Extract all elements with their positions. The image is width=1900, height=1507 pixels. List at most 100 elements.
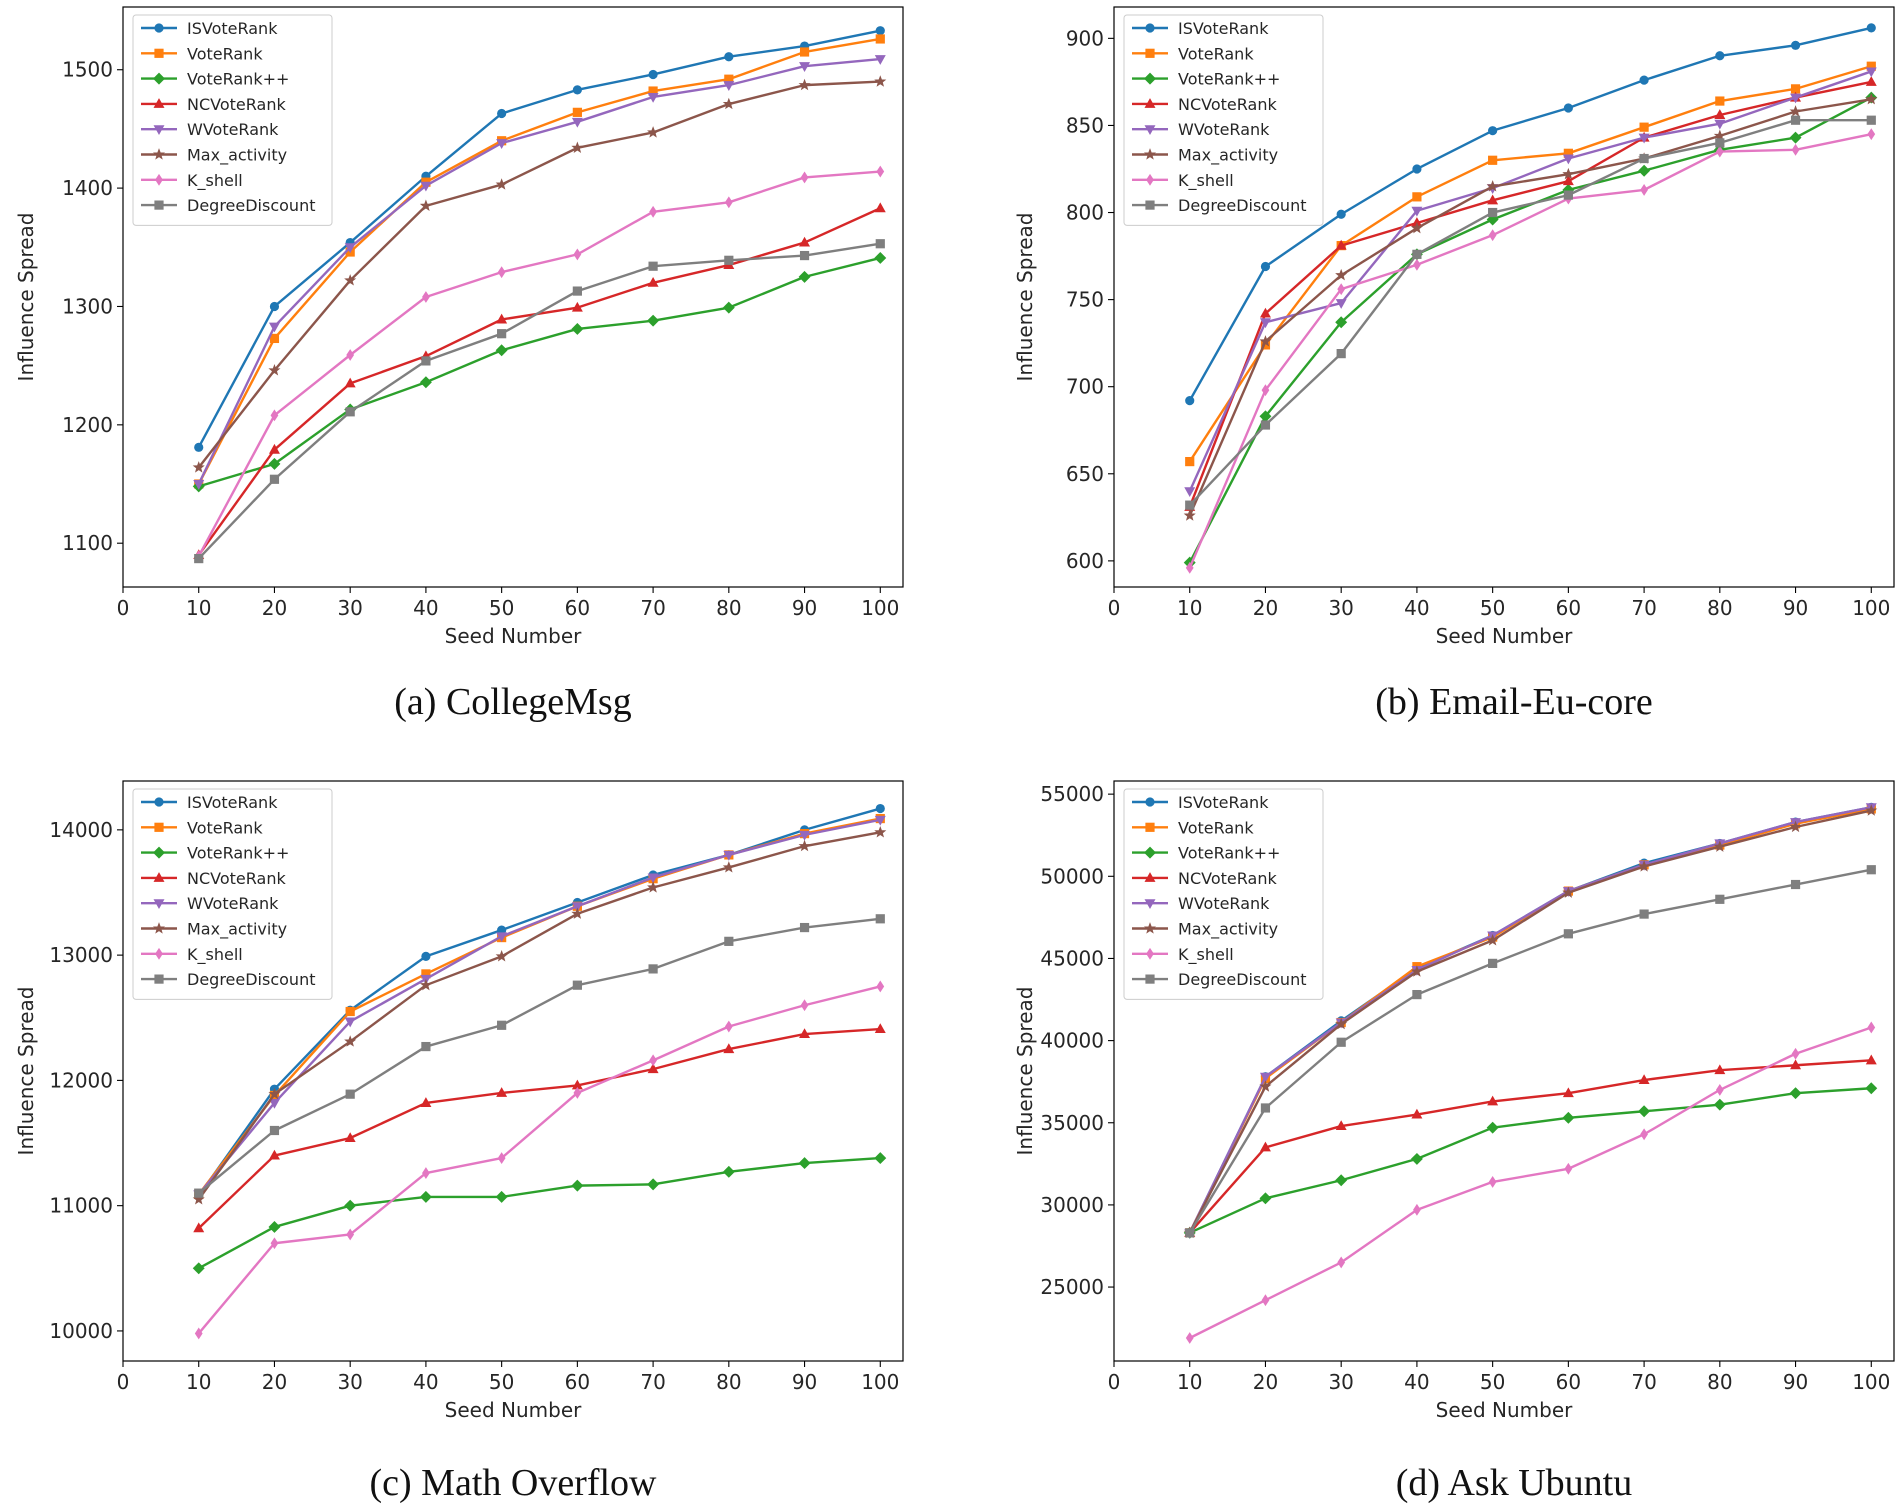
data-point-k-shell bbox=[346, 1228, 355, 1241]
data-point-voterank-plusplus bbox=[1865, 1082, 1878, 1095]
data-point-k-shell bbox=[649, 1054, 657, 1067]
data-point-voterank bbox=[572, 107, 582, 117]
data-point-isvoterank bbox=[269, 301, 280, 312]
legend-frame bbox=[1123, 14, 1324, 226]
legend-label: K_shell bbox=[1178, 945, 1234, 965]
data-point-k-shell bbox=[1715, 145, 1724, 158]
legend-swatch-marker bbox=[1143, 922, 1157, 934]
y-tick-label: 12000 bbox=[49, 1068, 113, 1092]
y-tick-label: 13000 bbox=[49, 943, 113, 967]
series-line-degreediscount bbox=[197, 917, 881, 1195]
legend-swatch-marker bbox=[1144, 899, 1156, 910]
legend-entry-voterank-plusplus: VoteRank++ bbox=[141, 844, 289, 863]
y-tick-label: 600 bbox=[1066, 549, 1104, 573]
data-point-isvoterank bbox=[1260, 261, 1271, 272]
data-point-voterank-plusplus bbox=[722, 1165, 735, 1178]
legend-swatch-marker bbox=[153, 899, 165, 910]
data-point-isvoterank bbox=[1715, 51, 1725, 61]
data-point-max-activity bbox=[1259, 1080, 1272, 1092]
legend-label: NCVoteRank bbox=[187, 869, 286, 888]
y-tick-label: 45000 bbox=[1040, 946, 1104, 970]
legend-swatch-marker bbox=[154, 200, 164, 210]
data-point-degreediscount bbox=[1715, 894, 1725, 904]
y-axis-label: Influence Spread bbox=[1013, 213, 1037, 382]
data-point-degreediscount bbox=[1715, 138, 1725, 148]
legend-entry-max-activity: Max_activity bbox=[1132, 146, 1278, 166]
data-point-wvoterank bbox=[799, 62, 811, 73]
data-point-isvoterank bbox=[1866, 23, 1876, 33]
data-point-k-shell bbox=[497, 266, 506, 279]
x-tick-label: 0 bbox=[1108, 596, 1121, 620]
data-point-max-activity bbox=[192, 461, 205, 473]
data-point-k-shell bbox=[800, 999, 809, 1012]
data-point-k-shell bbox=[573, 248, 582, 261]
data-point-isvoterank bbox=[1790, 40, 1801, 50]
x-axis-label: Seed Number bbox=[445, 624, 582, 648]
data-point-k-shell bbox=[1185, 561, 1194, 574]
data-point-voterank-plusplus bbox=[495, 1190, 508, 1203]
y-axis-label: Influence Spread bbox=[14, 213, 38, 382]
data-point-degreediscount bbox=[1412, 249, 1422, 259]
data-point-voterank-plusplus bbox=[722, 301, 735, 314]
data-point-ncvoterank bbox=[1487, 194, 1499, 205]
series-line-voterank-plusplus bbox=[198, 256, 881, 488]
series-line-isvoterank bbox=[197, 807, 881, 1197]
legend-entry-isvoterank: ISVoteRank bbox=[141, 19, 278, 38]
series-max-activity bbox=[192, 826, 887, 1205]
legend-entry-ncvoterank: NCVoteRank bbox=[1132, 95, 1277, 114]
data-point-k-shell bbox=[1791, 143, 1800, 156]
data-point-degreediscount bbox=[1488, 958, 1498, 968]
data-point-wvoterank bbox=[1335, 299, 1347, 309]
legend-swatch-marker bbox=[153, 98, 165, 108]
x-tick-label: 60 bbox=[1556, 596, 1581, 620]
legend-entry-ncvoterank: NCVoteRank bbox=[141, 95, 286, 114]
data-point-ncvoterank bbox=[496, 1087, 508, 1097]
y-tick-label: 25000 bbox=[1040, 1275, 1104, 1299]
data-point-k-shell bbox=[800, 171, 809, 184]
x-tick-label: 10 bbox=[1177, 1370, 1202, 1394]
data-point-voterank bbox=[1639, 122, 1649, 132]
series-line-k-shell bbox=[197, 170, 881, 557]
legend-entry-voterank-plusplus: VoteRank++ bbox=[1132, 70, 1280, 89]
data-point-max-activity bbox=[647, 126, 660, 138]
legend-swatch-marker bbox=[1145, 822, 1155, 832]
x-tick-label: 0 bbox=[1108, 1370, 1121, 1394]
y-tick-label: 1200 bbox=[62, 413, 113, 437]
legend-swatch-marker bbox=[1144, 125, 1156, 136]
data-point-wvoterank bbox=[1184, 487, 1196, 498]
data-point-wvoterank bbox=[1638, 133, 1650, 144]
data-point-wvoterank bbox=[1790, 93, 1802, 104]
legend-swatch-marker bbox=[154, 797, 164, 807]
data-point-max-activity bbox=[1259, 335, 1272, 347]
legend-label: DegreeDiscount bbox=[1178, 970, 1306, 989]
data-point-voterank-plusplus bbox=[344, 1199, 357, 1212]
legend-label: NCVoteRank bbox=[187, 95, 286, 114]
x-tick-label: 10 bbox=[186, 1370, 211, 1394]
data-point-max-activity bbox=[1335, 1017, 1348, 1030]
legend-entry-ncvoterank: NCVoteRank bbox=[1132, 869, 1277, 888]
data-point-wvoterank bbox=[496, 932, 508, 943]
data-point-voterank-plusplus bbox=[192, 1262, 205, 1275]
legend-entry-voterank: VoteRank bbox=[141, 818, 263, 837]
data-point-wvoterank bbox=[571, 902, 583, 913]
x-tick-label: 30 bbox=[337, 1370, 362, 1394]
data-point-k-shell bbox=[876, 165, 885, 178]
data-point-voterank-plusplus bbox=[798, 270, 811, 283]
data-point-isvoterank bbox=[1185, 396, 1195, 406]
legend-label: K_shell bbox=[187, 171, 243, 191]
y-tick-label: 650 bbox=[1066, 462, 1104, 486]
data-point-max-activity bbox=[268, 364, 281, 376]
data-point-max-activity bbox=[722, 97, 735, 110]
data-point-voterank-plusplus bbox=[798, 1157, 811, 1170]
legend-entry-max-activity: Max_activity bbox=[1132, 920, 1278, 940]
legend: ISVoteRank VoteRank VoteRank++ NCVoteRank WV… bbox=[132, 14, 333, 226]
y-tick-label: 1300 bbox=[62, 294, 113, 318]
series-line-max-activity bbox=[197, 831, 881, 1201]
legend-entry-wvoterank: WVoteRank bbox=[1132, 120, 1270, 139]
data-point-ncvoterank bbox=[1638, 1074, 1650, 1085]
data-point-wvoterank bbox=[268, 322, 280, 333]
x-tick-label: 30 bbox=[1328, 596, 1353, 620]
x-tick-label: 40 bbox=[413, 596, 438, 620]
y-tick-label: 900 bbox=[1066, 26, 1104, 50]
series-max-activity bbox=[1183, 92, 1878, 521]
